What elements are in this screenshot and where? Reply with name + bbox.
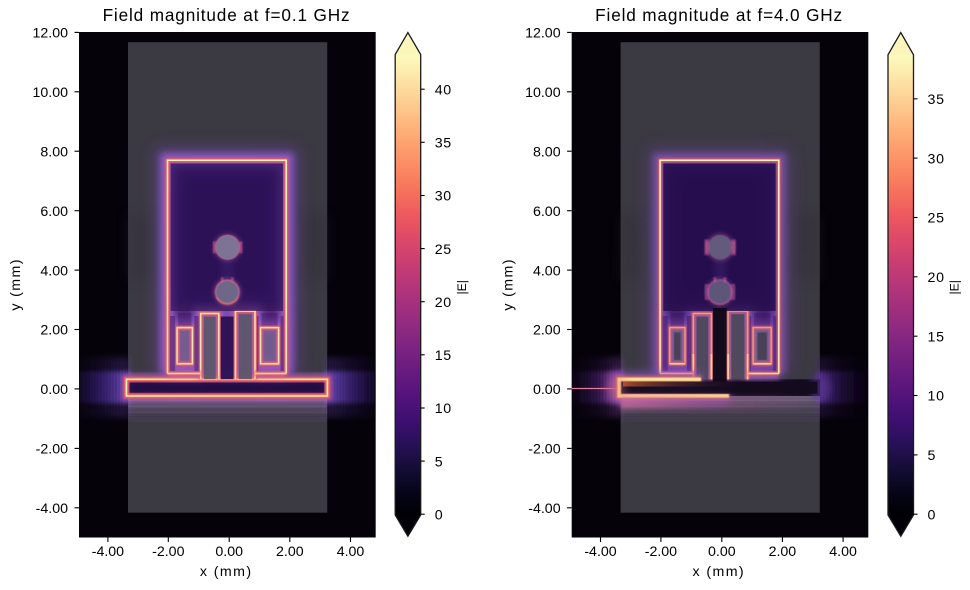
svg-text:35: 35 xyxy=(435,136,452,152)
svg-text:x (mm): x (mm) xyxy=(693,564,746,580)
svg-text:-2.00: -2.00 xyxy=(645,544,677,560)
svg-text:25: 25 xyxy=(928,211,945,227)
svg-text:|E|: |E| xyxy=(455,280,469,294)
svg-text:4.00: 4.00 xyxy=(40,263,68,279)
svg-text:10.00: 10.00 xyxy=(32,85,68,101)
svg-text:25: 25 xyxy=(435,242,452,258)
svg-text:4.00: 4.00 xyxy=(533,263,561,279)
svg-text:20: 20 xyxy=(928,270,945,286)
svg-text:12.00: 12.00 xyxy=(525,26,561,42)
svg-text:15: 15 xyxy=(928,329,945,345)
svg-text:-4.00: -4.00 xyxy=(92,544,124,560)
svg-text:4.00: 4.00 xyxy=(829,544,857,560)
svg-text:|E|: |E| xyxy=(948,280,962,294)
svg-text:10: 10 xyxy=(928,389,945,405)
svg-text:12.00: 12.00 xyxy=(32,26,68,42)
svg-text:0: 0 xyxy=(928,507,937,523)
svg-text:-4.00: -4.00 xyxy=(584,544,616,560)
svg-text:0.00: 0.00 xyxy=(40,382,68,398)
svg-text:8.00: 8.00 xyxy=(40,144,68,160)
svg-text:y (mm): y (mm) xyxy=(501,258,517,311)
svg-text:0: 0 xyxy=(435,507,444,523)
svg-text:5: 5 xyxy=(928,448,937,464)
svg-text:-2.00: -2.00 xyxy=(36,442,68,458)
svg-text:-2.00: -2.00 xyxy=(528,442,560,458)
svg-text:6.00: 6.00 xyxy=(40,204,68,220)
svg-text:0.00: 0.00 xyxy=(533,382,561,398)
svg-text:2.00: 2.00 xyxy=(769,544,797,560)
svg-text:4.00: 4.00 xyxy=(337,544,365,560)
svg-text:y (mm): y (mm) xyxy=(8,258,24,311)
svg-text:20: 20 xyxy=(435,295,452,311)
svg-text:8.00: 8.00 xyxy=(533,144,561,160)
svg-text:0.00: 0.00 xyxy=(708,544,736,560)
svg-text:2.00: 2.00 xyxy=(533,323,561,339)
svg-text:Field magnitude at f=0.1 GHz: Field magnitude at f=0.1 GHz xyxy=(103,5,351,25)
svg-text:10: 10 xyxy=(435,401,452,417)
svg-text:-4.00: -4.00 xyxy=(528,501,560,517)
svg-text:6.00: 6.00 xyxy=(533,204,561,220)
svg-text:5: 5 xyxy=(435,454,444,470)
svg-text:15: 15 xyxy=(435,348,452,364)
svg-text:0.00: 0.00 xyxy=(215,544,243,560)
svg-text:10.00: 10.00 xyxy=(525,85,561,101)
svg-text:-2.00: -2.00 xyxy=(152,544,184,560)
svg-text:2.00: 2.00 xyxy=(40,323,68,339)
svg-text:30: 30 xyxy=(928,151,945,167)
svg-text:x (mm): x (mm) xyxy=(200,564,253,580)
svg-text:40: 40 xyxy=(435,82,452,98)
svg-text:2.00: 2.00 xyxy=(276,544,304,560)
svg-text:35: 35 xyxy=(928,92,945,108)
svg-text:30: 30 xyxy=(435,189,452,205)
svg-text:Field magnitude at f=4.0 GHz: Field magnitude at f=4.0 GHz xyxy=(595,5,843,25)
svg-text:-4.00: -4.00 xyxy=(36,501,68,517)
